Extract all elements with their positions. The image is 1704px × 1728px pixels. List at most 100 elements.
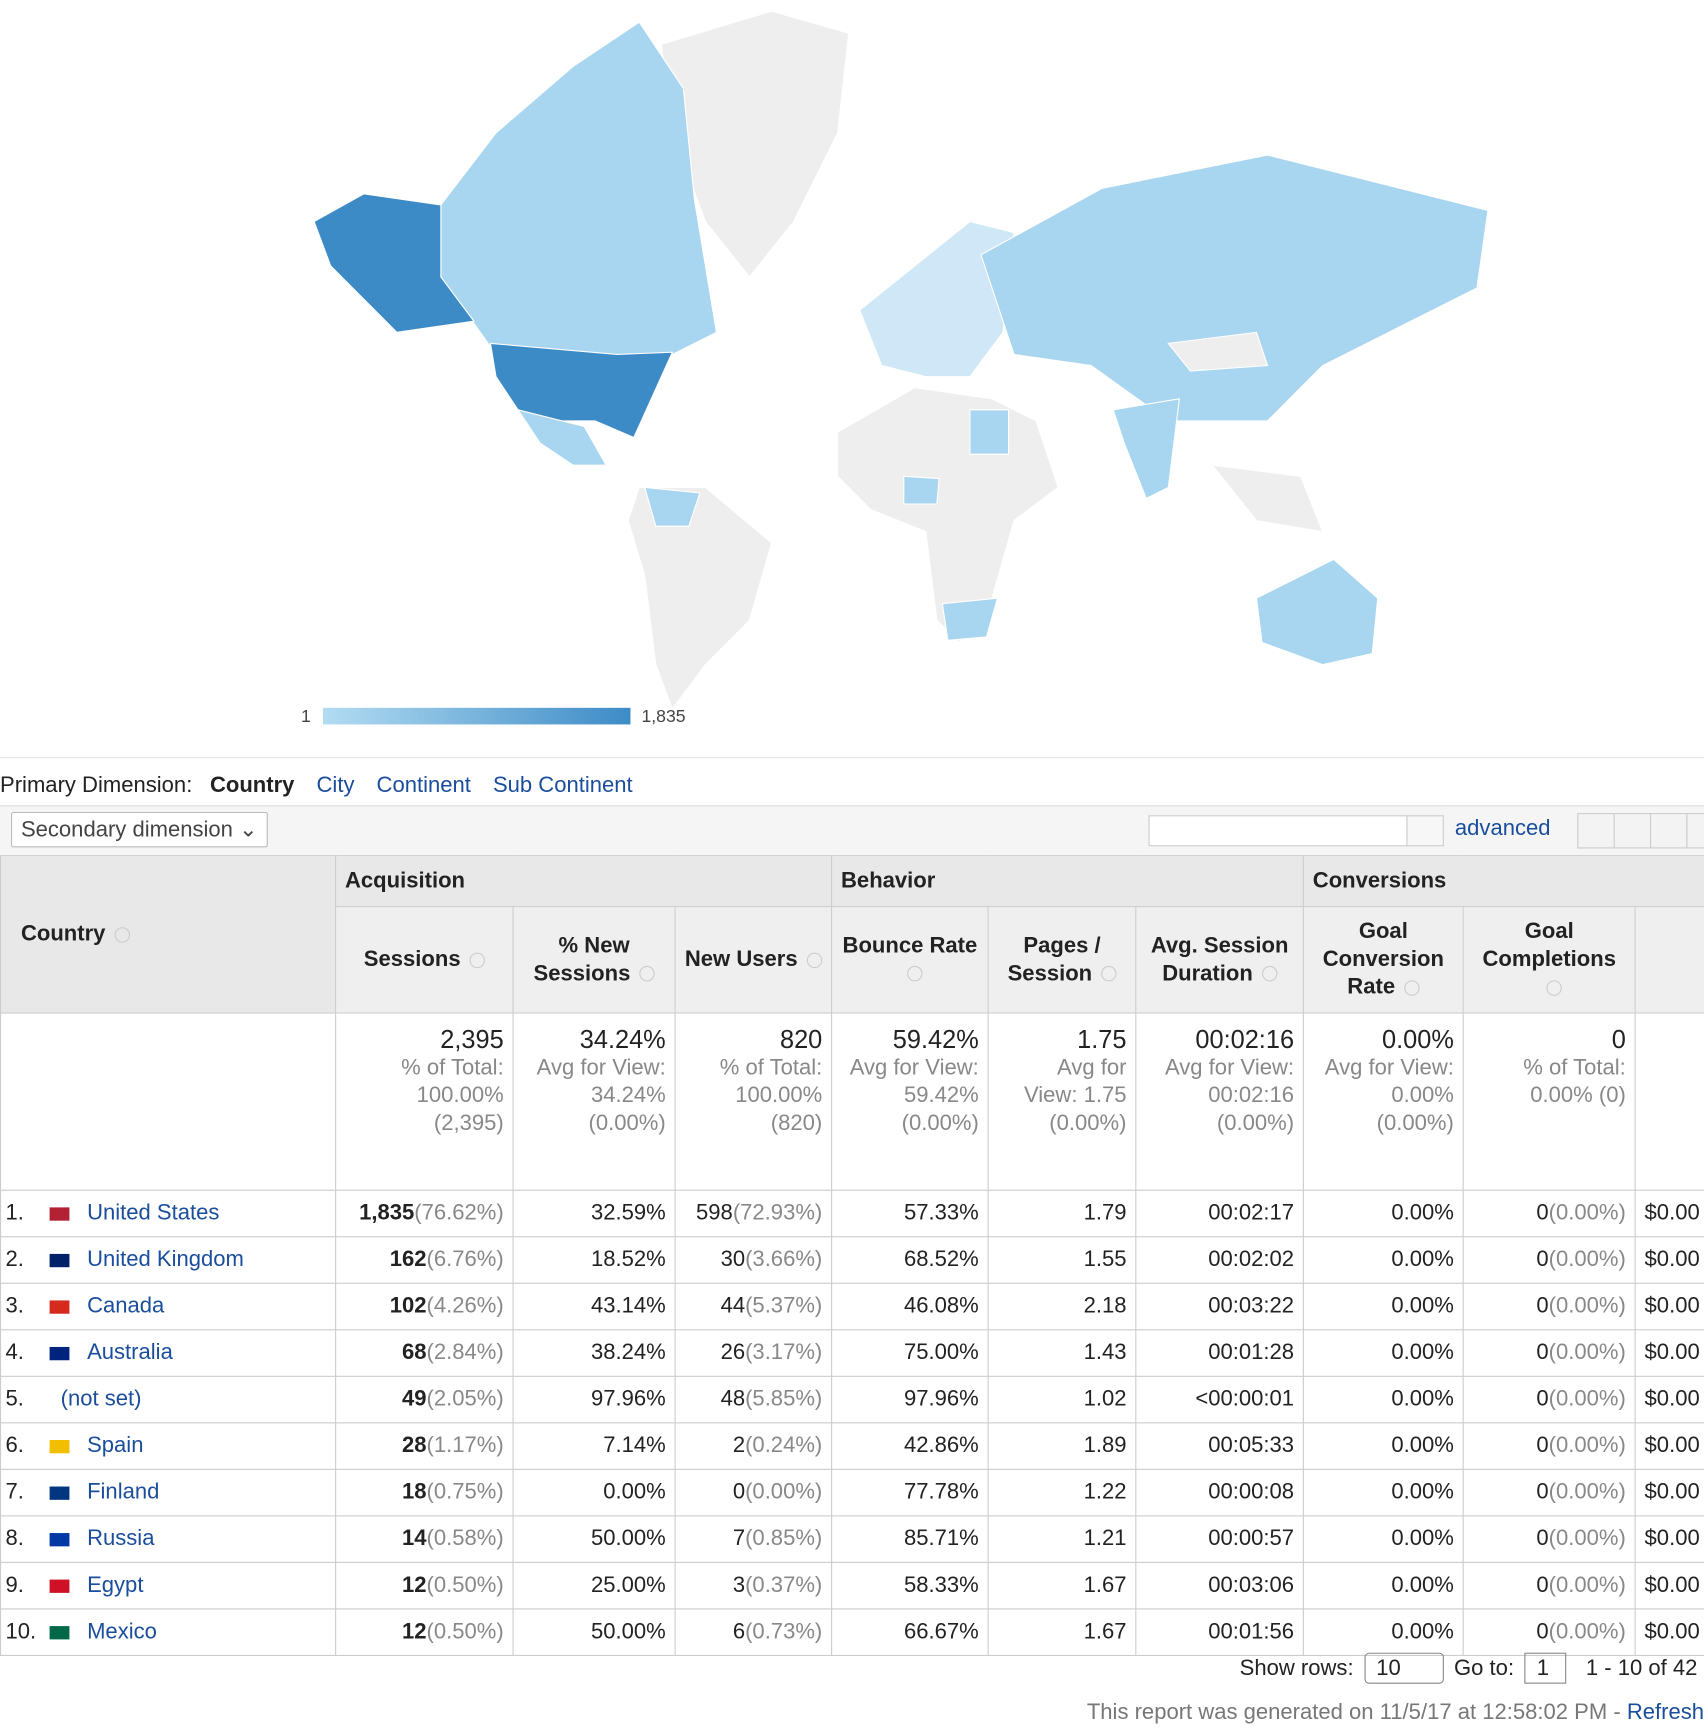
sessions-cell: 12(0.50%) bbox=[335, 1608, 514, 1657]
help-icon bbox=[639, 966, 655, 982]
view-pivot[interactable] bbox=[1686, 813, 1704, 849]
total-value: 820 bbox=[779, 1024, 823, 1054]
goto-input[interactable]: 1 bbox=[1524, 1652, 1567, 1684]
goal-completions: 0 bbox=[1536, 1293, 1549, 1319]
metric-cell: 0.00% bbox=[1302, 1422, 1464, 1470]
total-cell: 59.42% Avg for View: 59.42% (0.00%) bbox=[831, 1012, 989, 1191]
country-link[interactable]: Finland bbox=[87, 1479, 160, 1505]
new-users-cell: 26(3.17%) bbox=[674, 1329, 833, 1377]
help-icon bbox=[806, 952, 822, 968]
total-value: 1.75 bbox=[1077, 1024, 1127, 1054]
sessions-cell: 18(0.75%) bbox=[335, 1468, 514, 1517]
group-header: Conversions bbox=[1302, 855, 1704, 908]
total-cell: 820% of Total: 100.00% (820) bbox=[674, 1012, 833, 1191]
goal-completions: 0 bbox=[1536, 1433, 1549, 1458]
search-input[interactable] bbox=[1148, 815, 1409, 847]
refresh-link[interactable]: Refresh bbox=[1626, 1700, 1704, 1725]
country-link[interactable]: United States bbox=[87, 1200, 220, 1226]
rows-select[interactable]: 10 bbox=[1364, 1652, 1444, 1684]
metric-cell: 00:02:02 bbox=[1135, 1236, 1304, 1284]
goal-value-cell: $0.00 bbox=[1634, 1189, 1704, 1238]
new-users: 3 bbox=[732, 1572, 746, 1598]
group-header: Behavior bbox=[831, 855, 1304, 908]
legend-min: 1 bbox=[301, 706, 311, 726]
country-link[interactable]: Canada bbox=[87, 1293, 165, 1319]
new-sessions-cell: 32.59% bbox=[512, 1189, 676, 1238]
country-cell: 1. United States bbox=[0, 1189, 337, 1238]
column-label: Goal Conversion Rate bbox=[1322, 919, 1444, 1000]
total-value: 0 bbox=[1611, 1024, 1626, 1054]
goal-value-cell: $0.00 bbox=[1634, 1515, 1704, 1563]
help-icon bbox=[469, 952, 485, 968]
data-row: 7. Finland 18(0.75%) 0.00% 0(0.00%) 77.78% 1.2… bbox=[0, 1468, 1704, 1517]
sessions-cell: 102(4.26%) bbox=[335, 1282, 514, 1331]
goal-value-cell: $0.00 bbox=[1634, 1375, 1704, 1424]
sessions-pct: (0.75%) bbox=[426, 1479, 504, 1505]
country-link[interactable]: Spain bbox=[87, 1433, 144, 1458]
country-cell: 9. Egypt bbox=[0, 1561, 337, 1610]
metric-cell: 00:01:56 bbox=[1135, 1608, 1304, 1657]
country-link[interactable]: Russia bbox=[87, 1526, 155, 1551]
metric-cell: 97.96% bbox=[831, 1375, 989, 1424]
country-cell: 5. (not set) bbox=[0, 1375, 337, 1424]
country-link[interactable]: (not set) bbox=[60, 1386, 142, 1412]
column-label: Sessions bbox=[363, 947, 461, 972]
dimension-option[interactable]: Sub Continent bbox=[492, 773, 633, 798]
column-header: Country bbox=[0, 855, 337, 1014]
new-users-cell: 30(3.66%) bbox=[674, 1236, 833, 1284]
search-button[interactable] bbox=[1406, 815, 1444, 847]
total-value: 00:02:16 bbox=[1195, 1024, 1295, 1054]
sessions: 49 bbox=[401, 1386, 427, 1412]
new-users-pct: (3.17%) bbox=[745, 1340, 823, 1365]
total-sub: Avg for View: 00:02:16 (0.00%) bbox=[1164, 1055, 1295, 1136]
new-users: 26 bbox=[720, 1340, 746, 1365]
goal-completions-pct: (0.00%) bbox=[1548, 1572, 1626, 1598]
country-link[interactable]: Egypt bbox=[87, 1572, 144, 1598]
view-table[interactable] bbox=[1577, 813, 1615, 849]
flag bbox=[49, 1579, 70, 1593]
goal-completions-pct: (0.00%) bbox=[1548, 1619, 1626, 1644]
sessions-pct: (2.84%) bbox=[426, 1340, 504, 1365]
metric-cell: 1.67 bbox=[987, 1561, 1137, 1610]
country-link[interactable]: Mexico bbox=[87, 1619, 157, 1644]
sessions-pct: (0.58%) bbox=[426, 1526, 504, 1551]
dimension-option[interactable]: City bbox=[316, 773, 355, 798]
metric-cell: 00:00:08 bbox=[1135, 1468, 1304, 1517]
metric-cell: 1.21 bbox=[987, 1515, 1137, 1563]
secondary-dimension[interactable]: Secondary dimension ⌄ bbox=[11, 811, 268, 848]
new-sessions-cell: 18.52% bbox=[512, 1236, 676, 1284]
total-cell: 1.75 Avg for View: 1.75 (0.00%) bbox=[987, 1012, 1137, 1191]
advanced-link[interactable]: advanced bbox=[1454, 816, 1551, 841]
goal-completions-cell: 0(0.00%) bbox=[1462, 1282, 1636, 1331]
rank: 3. bbox=[5, 1293, 24, 1319]
flag bbox=[49, 1439, 70, 1453]
dimension-option[interactable]: Continent bbox=[376, 773, 471, 798]
new-users-pct: (0.73%) bbox=[745, 1619, 823, 1644]
goal-completions-cell: 0(0.00%) bbox=[1462, 1236, 1636, 1284]
country-link[interactable]: United Kingdom bbox=[87, 1247, 244, 1272]
country-link[interactable]: Australia bbox=[87, 1340, 173, 1365]
total-sub: % of Total: 0.00% (0) bbox=[1523, 1055, 1626, 1108]
metric-cell: 0.00% bbox=[1302, 1608, 1464, 1657]
goal-completions: 0 bbox=[1536, 1619, 1549, 1644]
column-label: Country bbox=[20, 921, 106, 946]
goal-completions-cell: 0(0.00%) bbox=[1462, 1422, 1636, 1470]
metric-cell: 68.52% bbox=[831, 1236, 989, 1284]
view-pie[interactable] bbox=[1613, 813, 1652, 849]
generated-text: This report was generated on 11/5/17 at … bbox=[1086, 1700, 1627, 1725]
total-cell: 00:02:16 Avg for View: 00:02:16 (0.00%) bbox=[1135, 1012, 1304, 1191]
new-sessions-cell: 7.14% bbox=[512, 1422, 676, 1470]
goal-completions-cell: 0(0.00%) bbox=[1462, 1608, 1636, 1657]
column-header: Goal Completions bbox=[1462, 906, 1636, 1014]
sessions-cell: 49(2.05%) bbox=[335, 1375, 514, 1424]
total-value: 59.42% bbox=[892, 1024, 979, 1054]
new-users-pct: (5.37%) bbox=[745, 1293, 823, 1319]
new-users: 2 bbox=[732, 1433, 746, 1458]
sessions: 12 bbox=[401, 1619, 427, 1644]
column-header: % New Sessions bbox=[512, 906, 676, 1014]
view-bar[interactable] bbox=[1649, 813, 1688, 849]
goal-value-cell: $0.00 bbox=[1634, 1561, 1704, 1610]
goal-completions-pct: (0.00%) bbox=[1548, 1479, 1626, 1505]
country-cell: 3. Canada bbox=[0, 1282, 337, 1331]
